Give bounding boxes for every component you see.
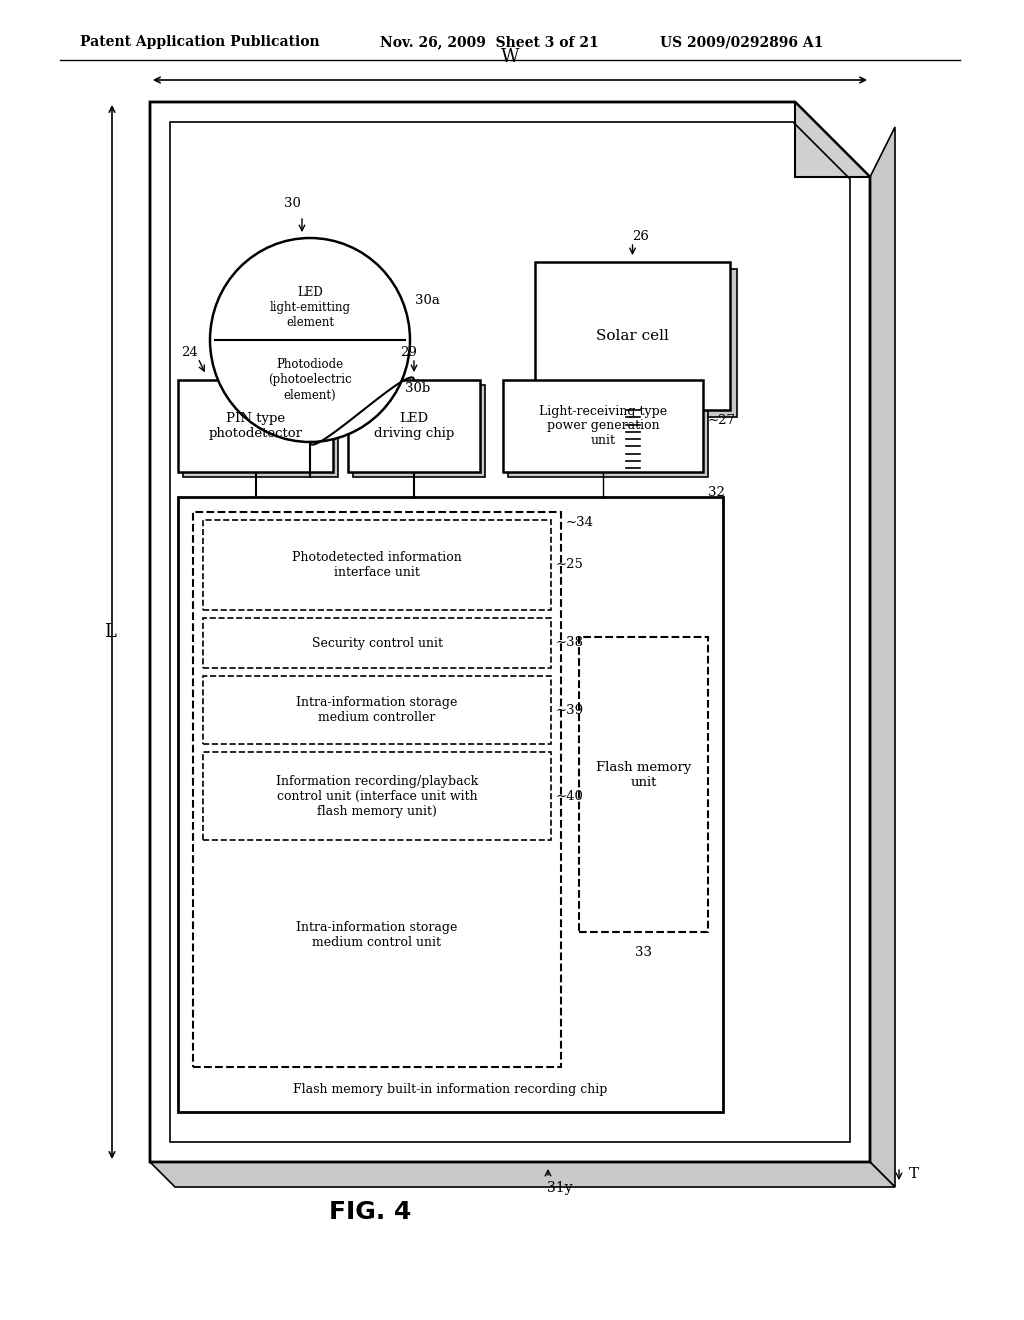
- Text: Information recording/playback
control unit (interface unit with
flash memory un: Information recording/playback control u…: [275, 775, 478, 817]
- Text: ∼25: ∼25: [556, 558, 584, 572]
- Text: T: T: [909, 1167, 920, 1181]
- Text: PIN type
photodetector: PIN type photodetector: [209, 412, 302, 440]
- Polygon shape: [795, 102, 870, 177]
- Bar: [542, 269, 737, 417]
- Bar: [203, 752, 551, 840]
- Text: Nov. 26, 2009  Sheet 3 of 21: Nov. 26, 2009 Sheet 3 of 21: [380, 36, 599, 49]
- Text: Light-receiving type
power generation
unit: Light-receiving type power generation un…: [539, 404, 667, 447]
- Text: Security control unit: Security control unit: [311, 636, 442, 649]
- Bar: [178, 498, 723, 1111]
- Text: 29: 29: [400, 346, 418, 359]
- Text: L: L: [104, 623, 116, 642]
- Bar: [203, 676, 551, 744]
- Bar: [203, 520, 551, 610]
- Bar: [193, 512, 561, 1067]
- Text: 30b: 30b: [406, 381, 430, 395]
- Text: 31y: 31y: [547, 1181, 572, 1195]
- Text: ∼38: ∼38: [556, 636, 584, 649]
- Text: ∼40: ∼40: [556, 789, 584, 803]
- Text: ∼27: ∼27: [708, 414, 736, 428]
- Text: W: W: [501, 48, 519, 66]
- Bar: [203, 618, 551, 668]
- Bar: [178, 380, 333, 473]
- Bar: [353, 385, 485, 477]
- Ellipse shape: [210, 238, 410, 442]
- Text: 30a: 30a: [415, 293, 440, 306]
- Bar: [348, 380, 480, 473]
- Text: ∼39: ∼39: [556, 704, 584, 717]
- Text: Photodiode
(photoelectric
element): Photodiode (photoelectric element): [268, 359, 352, 401]
- Bar: [508, 385, 708, 477]
- Polygon shape: [870, 127, 895, 1187]
- Text: Patent Application Publication: Patent Application Publication: [80, 36, 319, 49]
- Bar: [535, 261, 730, 411]
- Polygon shape: [150, 102, 870, 1162]
- Bar: [503, 380, 703, 473]
- Bar: [183, 385, 338, 477]
- Bar: [579, 638, 708, 932]
- Text: 30: 30: [284, 197, 300, 210]
- Text: Flash memory built-in information recording chip: Flash memory built-in information record…: [293, 1084, 607, 1097]
- Text: LED
driving chip: LED driving chip: [374, 412, 454, 440]
- Text: ∼34: ∼34: [566, 516, 594, 528]
- Text: Intra-information storage
medium controller: Intra-information storage medium control…: [296, 696, 458, 723]
- Text: LED
light-emitting
element: LED light-emitting element: [269, 285, 350, 329]
- Text: 24: 24: [181, 346, 199, 359]
- Text: US 2009/0292896 A1: US 2009/0292896 A1: [660, 36, 823, 49]
- Text: 33: 33: [635, 945, 652, 958]
- Polygon shape: [150, 1162, 895, 1187]
- Text: 32: 32: [708, 486, 725, 499]
- Text: Solar cell: Solar cell: [596, 329, 669, 343]
- Text: Photodetected information
interface unit: Photodetected information interface unit: [292, 550, 462, 579]
- Text: Flash memory
unit: Flash memory unit: [596, 760, 691, 788]
- Text: Intra-information storage
medium control unit: Intra-information storage medium control…: [296, 921, 458, 949]
- Text: FIG. 4: FIG. 4: [329, 1200, 412, 1224]
- Text: 26: 26: [632, 230, 649, 243]
